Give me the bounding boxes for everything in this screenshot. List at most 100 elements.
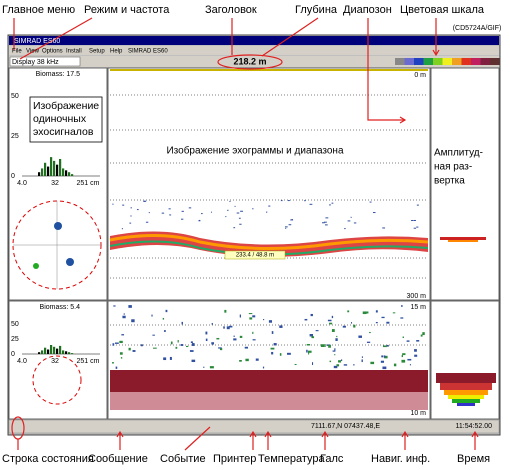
speck: [262, 366, 265, 369]
hist-bar: [56, 164, 59, 176]
speck: [205, 331, 208, 335]
menu-item[interactable]: SIMRAD ES60: [128, 49, 168, 55]
speck: [203, 366, 205, 368]
speck: [271, 351, 274, 355]
speck: [216, 337, 220, 340]
hist-bar: [62, 168, 65, 176]
panel-label: эхосигналов: [33, 126, 94, 138]
speck: [288, 224, 292, 226]
range-bottom: 10 m: [410, 410, 426, 417]
speck: [201, 213, 203, 215]
speck: [401, 305, 403, 307]
speck: [218, 347, 222, 349]
speck: [180, 344, 184, 346]
speck: [335, 338, 338, 341]
y-tick-label: 0: [11, 351, 15, 358]
y-tick-label: 0: [11, 173, 15, 180]
speck: [409, 364, 412, 366]
speck: [315, 330, 319, 332]
speck: [240, 210, 244, 212]
range-bottom: 300 m: [407, 293, 427, 300]
speck: [361, 356, 363, 358]
mode[interactable]: Display 38 kHz: [12, 59, 59, 66]
y-tick-label: 25: [11, 133, 19, 140]
speck: [236, 212, 240, 214]
speck: [353, 364, 355, 366]
speck: [342, 325, 346, 328]
hist-bar: [38, 172, 41, 176]
speck: [114, 342, 119, 344]
menu-item[interactable]: File: [12, 49, 22, 55]
amplitude-bar: [457, 403, 475, 406]
speck: [263, 319, 265, 321]
speck: [325, 217, 329, 219]
speck: [422, 332, 425, 336]
speck: [414, 349, 417, 352]
menu-item[interactable]: Setup: [89, 49, 105, 55]
amplitude-bar: [452, 399, 480, 403]
menu-item[interactable]: View: [26, 49, 40, 55]
speck: [191, 359, 196, 363]
echo-specks: [112, 200, 425, 370]
amplitude-bar: [448, 395, 484, 399]
speck: [381, 355, 384, 358]
x-tick-label: 251 cm: [77, 358, 100, 365]
speck: [382, 227, 386, 229]
speck: [121, 228, 124, 230]
panel-label: Изображение: [33, 100, 99, 112]
speck: [255, 358, 259, 361]
biomass: Biomass: 5.4: [40, 304, 81, 311]
menu-item[interactable]: Options: [42, 49, 63, 55]
bottom-readout: 233.4 / 48.8 m: [236, 253, 274, 259]
speck: [131, 319, 135, 323]
menu-item[interactable]: Install: [66, 49, 82, 55]
hist-bar: [68, 352, 71, 354]
speck: [112, 203, 114, 205]
speck: [402, 336, 404, 338]
amplitude-bar: [440, 237, 486, 240]
speck: [324, 224, 328, 226]
speck: [370, 361, 375, 365]
speck: [252, 208, 254, 210]
speck: [268, 205, 271, 207]
navigation: 7111.67,N 07437.48,E: [311, 423, 380, 430]
hist-bar: [53, 346, 56, 354]
speck: [249, 317, 253, 320]
panel-label: Амплитуд-: [434, 148, 483, 159]
speck: [401, 359, 406, 363]
speck: [189, 350, 194, 352]
mode-box[interactable]: [9, 56, 81, 67]
speck: [252, 339, 256, 341]
speck: [279, 353, 282, 356]
hist-bar: [50, 157, 53, 176]
speck: [294, 363, 297, 366]
speck: [227, 209, 229, 211]
speck: [130, 215, 132, 217]
speck: [151, 314, 153, 317]
amplitude-bar: [440, 383, 492, 390]
speck: [186, 345, 189, 348]
speck: [239, 223, 242, 225]
y-tick-label: 50: [11, 93, 19, 100]
speck: [334, 348, 336, 351]
hist-bar: [41, 350, 44, 354]
speck: [205, 338, 208, 342]
speck: [336, 335, 338, 338]
amplitude-panel: [430, 67, 500, 301]
speck: [340, 359, 343, 361]
speck: [229, 200, 231, 202]
title-bar: [9, 36, 499, 45]
speck: [190, 341, 193, 344]
speck: [252, 331, 254, 334]
menu-item[interactable]: Help: [110, 49, 123, 55]
speck: [163, 330, 166, 332]
color-swatch: [433, 58, 443, 65]
speck: [329, 322, 333, 325]
amplitude-bar: [436, 373, 496, 383]
speck: [268, 320, 273, 323]
speck: [130, 207, 132, 209]
speck: [406, 340, 410, 342]
speck: [306, 344, 311, 346]
speck: [380, 360, 385, 363]
